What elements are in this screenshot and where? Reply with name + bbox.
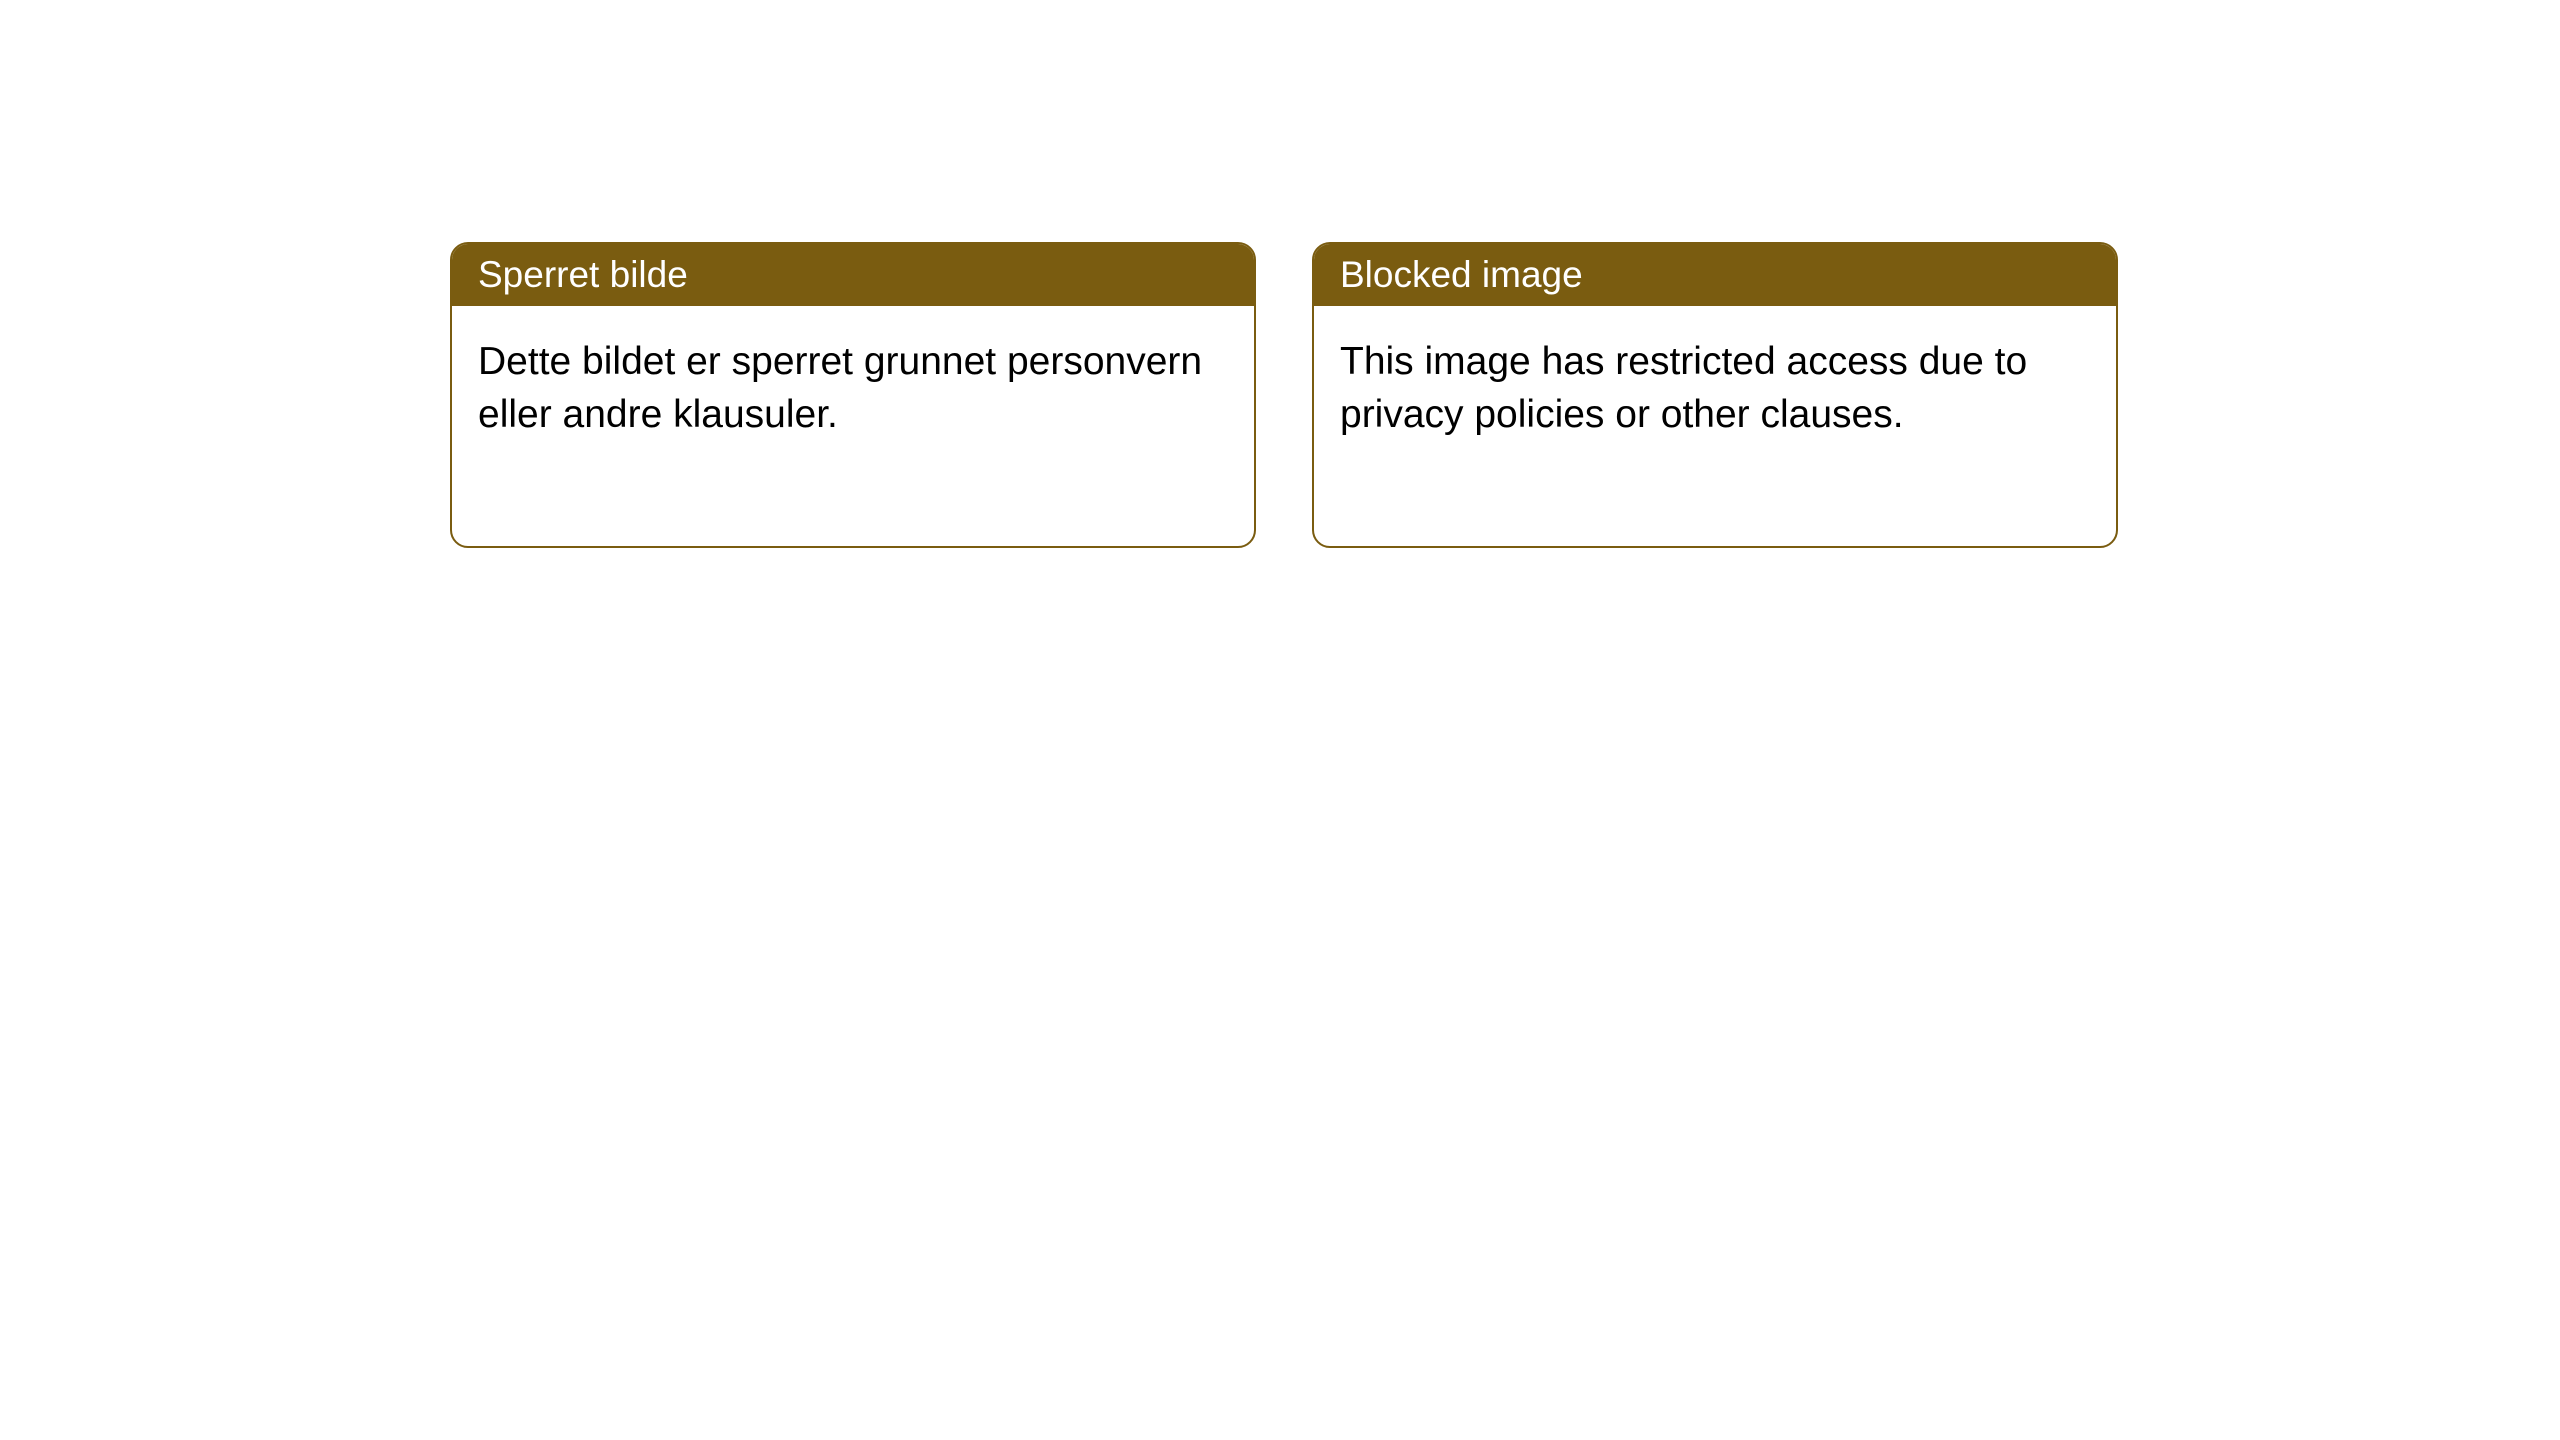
- notice-card-title: Blocked image: [1314, 244, 2116, 306]
- notice-card-norwegian: Sperret bilde Dette bildet er sperret gr…: [450, 242, 1256, 548]
- notice-card-title: Sperret bilde: [452, 244, 1254, 306]
- notice-container: Sperret bilde Dette bildet er sperret gr…: [0, 0, 2560, 548]
- notice-card-english: Blocked image This image has restricted …: [1312, 242, 2118, 548]
- notice-card-body: This image has restricted access due to …: [1314, 306, 2116, 546]
- notice-card-body: Dette bildet er sperret grunnet personve…: [452, 306, 1254, 546]
